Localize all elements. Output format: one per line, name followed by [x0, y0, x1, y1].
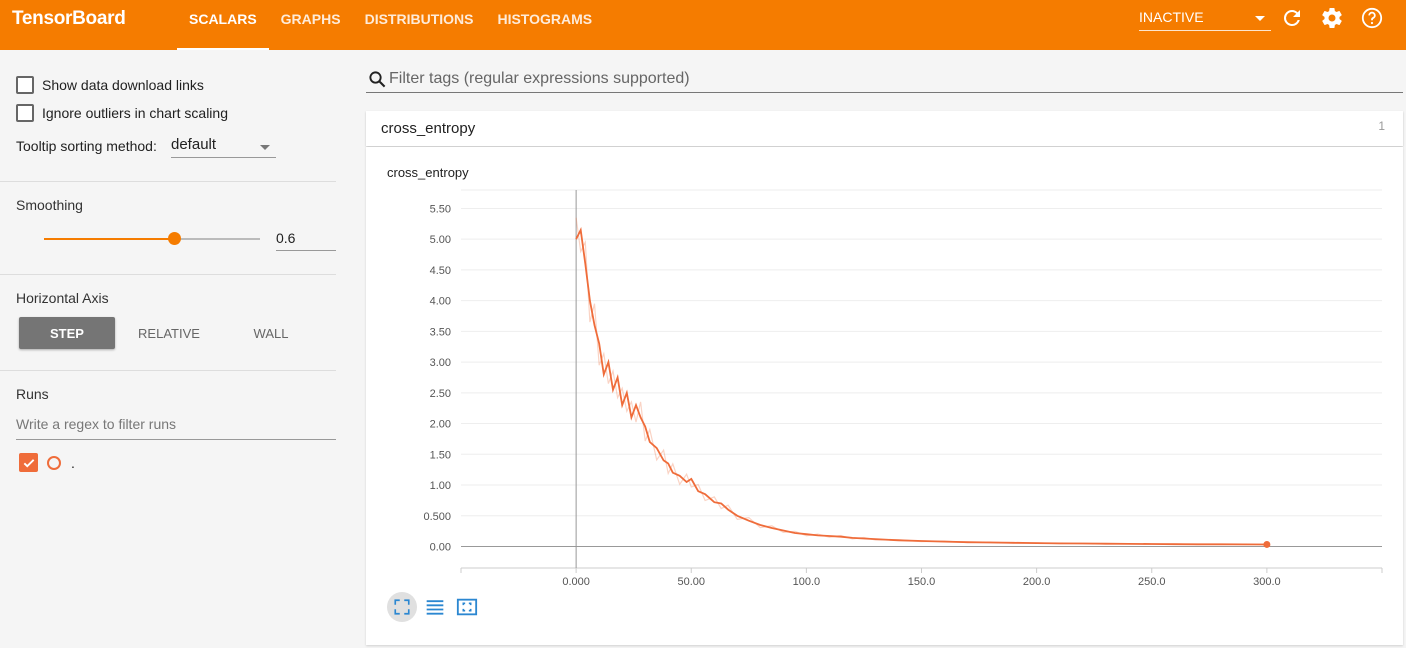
show-download-links-row[interactable]: Show data download links	[16, 76, 204, 94]
runs-title: Runs	[16, 386, 49, 402]
help-icon[interactable]	[1360, 6, 1384, 30]
smoothing-title: Smoothing	[16, 197, 83, 213]
category-name: cross_entropy	[381, 120, 476, 137]
y-tick-label: 2.50	[430, 388, 451, 400]
smoothed-series-line	[575, 226, 1267, 546]
ignore-outliers-checkbox[interactable]	[16, 104, 34, 122]
y-tick-label: 1.00	[430, 480, 451, 492]
divider	[0, 370, 336, 371]
fit-domain-button[interactable]	[452, 592, 482, 622]
axis-wall-button[interactable]: WALL	[253, 325, 289, 341]
fullscreen-icon	[394, 599, 410, 615]
smoothing-slider[interactable]	[44, 232, 260, 245]
chevron-down-icon	[260, 145, 270, 150]
tooltip-sorting-value: default	[171, 136, 217, 153]
smoothing-slider-knob[interactable]	[167, 232, 181, 245]
x-tick-label: 300.0	[1253, 576, 1281, 587]
toggle-log-scale-button[interactable]	[420, 592, 450, 622]
ignore-outliers-label: Ignore outliers in chart scaling	[42, 105, 228, 121]
tab-histograms[interactable]: HISTOGRAMS	[497, 11, 593, 27]
series-end-point	[1263, 540, 1271, 548]
scalar-card: cross_entropy 0.00 0.500 1.00 1.50 2.00 2.50 3…	[366, 147, 1403, 645]
app-title: TensorBoard	[12, 8, 126, 29]
y-tick-label: 5.50	[430, 203, 451, 215]
search-icon	[369, 71, 386, 88]
run-name: .	[71, 454, 75, 471]
category-count: 1	[1378, 119, 1385, 133]
sidebar: Show data download links Ignore outliers…	[0, 50, 336, 648]
inactive-dashboards-select[interactable]: INACTIVE	[1139, 9, 1271, 31]
axis-step-button[interactable]: STEP	[19, 317, 115, 349]
settings-icon[interactable]	[1320, 6, 1344, 30]
divider	[0, 181, 336, 182]
list-lines-icon	[426, 600, 444, 615]
expand-chart-button[interactable]	[387, 592, 417, 622]
axis-relative-button[interactable]: RELATIVE	[138, 325, 200, 341]
horizontal-axis-title: Horizontal Axis	[16, 290, 109, 306]
card-title: cross_entropy	[387, 165, 469, 180]
runs-filter-input[interactable]: Write a regex to filter runs	[16, 416, 336, 440]
x-tick-label: 250.0	[1138, 576, 1166, 587]
x-tick-label: 0.000	[562, 576, 590, 587]
smoothing-slider-fill	[44, 238, 174, 240]
chevron-down-icon	[1255, 16, 1265, 21]
main-panel: Filter tags (regular expressions support…	[366, 50, 1403, 648]
y-tick-label: 0.500	[423, 511, 451, 523]
inactive-select-label: INACTIVE	[1139, 9, 1204, 25]
run-checkbox[interactable]	[19, 453, 38, 472]
show-download-links-label: Show data download links	[42, 77, 204, 93]
x-tick-label: 50.00	[677, 576, 705, 587]
tooltip-sorting-label: Tooltip sorting method:	[16, 138, 157, 154]
tag-filter-input[interactable]: Filter tags (regular expressions support…	[366, 68, 1403, 93]
show-download-links-checkbox[interactable]	[16, 76, 34, 94]
x-tick-label: 150.0	[908, 576, 936, 587]
y-tick-label: 1.50	[430, 449, 451, 461]
x-tick-label: 100.0	[793, 576, 821, 587]
raw-series-line	[575, 217, 1267, 546]
smoothing-input[interactable]: 0.6	[276, 227, 336, 251]
top-toolbar: TensorBoard SCALARS GRAPHS DISTRIBUTIONS…	[0, 0, 1406, 50]
y-tick-label: 2.00	[430, 419, 451, 431]
category-header[interactable]: cross_entropy 1	[366, 111, 1403, 146]
tooltip-sorting-select[interactable]: default	[171, 136, 276, 158]
divider	[0, 274, 336, 275]
y-tick-label: 3.50	[430, 326, 451, 338]
line-chart[interactable]: 0.00 0.500 1.00 1.50 2.00 2.50 3.00 3.50 4.00 4.5…	[366, 147, 1403, 587]
y-tick-label: 0.00	[430, 541, 451, 553]
tag-filter-placeholder: Filter tags (regular expressions support…	[389, 70, 690, 87]
y-tick-label: 4.00	[430, 296, 451, 308]
check-icon	[23, 458, 34, 468]
refresh-icon[interactable]	[1280, 6, 1304, 30]
y-tick-label: 4.50	[430, 265, 451, 277]
run-item[interactable]: .	[19, 453, 75, 472]
y-tick-label: 3.00	[430, 357, 451, 369]
fit-to-data-icon	[456, 598, 478, 616]
x-tick-label: 200.0	[1023, 576, 1051, 587]
ignore-outliers-row[interactable]: Ignore outliers in chart scaling	[16, 104, 228, 122]
run-color-radio[interactable]	[47, 455, 61, 470]
tab-graphs[interactable]: GRAPHS	[280, 11, 341, 27]
y-tick-label: 5.00	[430, 234, 451, 246]
dashboard-tabs: SCALARS GRAPHS DISTRIBUTIONS HISTOGRAMS	[177, 0, 604, 50]
tab-scalars[interactable]: SCALARS	[177, 0, 269, 50]
tab-distributions[interactable]: DISTRIBUTIONS	[364, 11, 474, 27]
